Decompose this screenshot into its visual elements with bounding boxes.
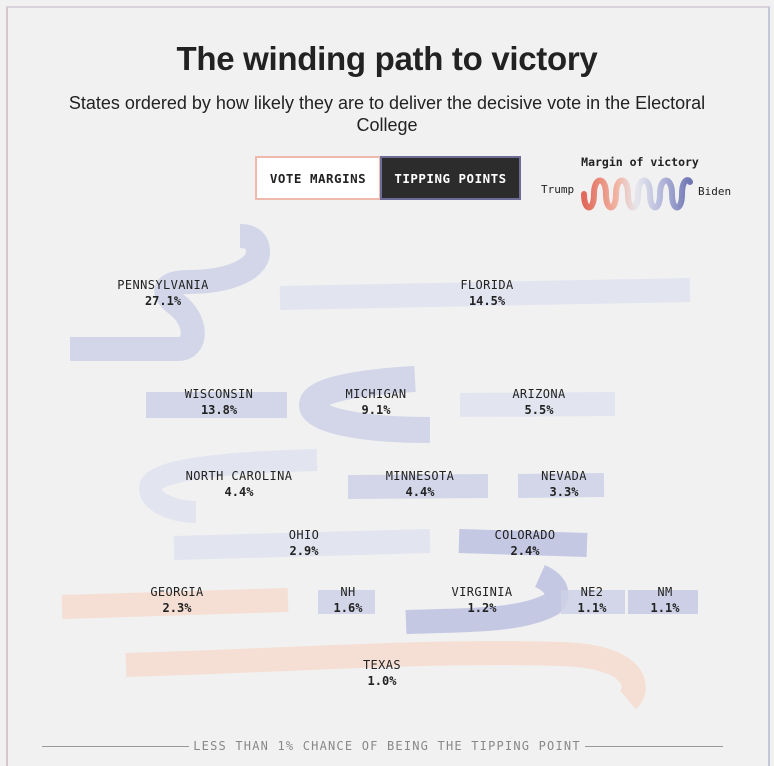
state-value-georgia: 2.3% xyxy=(163,601,193,615)
state-name-georgia: GEORGIA xyxy=(150,585,204,599)
state-name-nevada: NEVADA xyxy=(541,469,587,483)
legend-trump-label: Trump xyxy=(541,183,575,196)
ribbon-arizona[interactable] xyxy=(459,392,616,417)
state-name-colorado: COLORADO xyxy=(495,528,556,542)
state-value-wisconsin: 13.8% xyxy=(201,403,238,417)
state-value-nevada: 3.3% xyxy=(550,485,580,499)
ribbon-virginia[interactable] xyxy=(405,565,569,634)
chart-title: The winding path to victory xyxy=(176,40,598,77)
footer-divider-left xyxy=(42,746,192,747)
legend-title: Margin of victory xyxy=(581,155,699,169)
ribbon-layer xyxy=(61,224,698,710)
state-name-nh: NH xyxy=(340,585,355,599)
chart-subtitle: States ordered by how likely they are to… xyxy=(68,93,706,135)
ribbon-nevada[interactable] xyxy=(517,473,605,498)
state-name-ohio: OHIO xyxy=(289,528,320,542)
state-value-nh: 1.6% xyxy=(334,601,364,615)
legend-biden-label: Biden xyxy=(698,185,732,198)
ribbon-florida[interactable] xyxy=(279,278,691,310)
footer-divider-right xyxy=(575,746,723,747)
ribbon-texas[interactable] xyxy=(125,641,646,710)
ribbon-michigan[interactable] xyxy=(299,366,431,443)
state-value-arizona: 5.5% xyxy=(525,403,555,417)
label-layer: PENNSYLVANIA 27.1% FLORIDA 14.5% WISCONSIN 13… xyxy=(117,278,680,688)
state-value-virginia: 1.2% xyxy=(468,601,498,615)
state-value-ohio: 2.9% xyxy=(290,544,320,558)
state-name-wisconsin: WISCONSIN xyxy=(185,387,254,401)
state-value-colorado: 2.4% xyxy=(511,544,541,558)
state-value-pennsylvania: 27.1% xyxy=(145,294,182,308)
tipping-point-chart: PENNSYLVANIA 27.1% FLORIDA 14.5% WISCONSIN 13… xyxy=(61,224,698,710)
state-name-virginia: VIRGINIA xyxy=(452,585,513,599)
chart-frame xyxy=(6,6,770,766)
ribbon-minnesota[interactable] xyxy=(347,474,489,499)
state-name-texas: TEXAS xyxy=(363,658,401,672)
ribbon-colorado[interactable] xyxy=(458,529,588,557)
state-value-ne2: 1.1% xyxy=(578,601,608,615)
state-name-michigan: MICHIGAN xyxy=(346,387,407,401)
state-name-nm: NM xyxy=(657,585,672,599)
state-value-florida: 14.5% xyxy=(469,294,506,308)
state-value-north-carolina: 4.4% xyxy=(225,485,255,499)
footer-note: LESS THAN 1% CHANCE OF BEING THE TIPPING… xyxy=(0,739,774,753)
state-name-ne2: NE2 xyxy=(581,585,604,599)
state-name-florida: FLORIDA xyxy=(460,278,514,292)
ribbon-ohio[interactable] xyxy=(173,529,431,560)
legend-wave-icon xyxy=(581,177,693,211)
state-value-nm: 1.1% xyxy=(651,601,681,615)
state-value-minnesota: 4.4% xyxy=(406,485,436,499)
footer-note-text: LESS THAN 1% CHANCE OF BEING THE TIPPING… xyxy=(189,739,585,753)
ribbon-georgia[interactable] xyxy=(61,588,289,619)
tipping-points-button[interactable]: TIPPING POINTS xyxy=(380,156,521,200)
state-name-pennsylvania: PENNSYLVANIA xyxy=(117,278,209,292)
state-name-north-carolina: NORTH CAROLINA xyxy=(186,469,293,483)
ribbon-pennsylvania[interactable] xyxy=(70,224,270,361)
ribbon-north-carolina[interactable] xyxy=(139,449,318,523)
vote-margins-button[interactable]: VOTE MARGINS xyxy=(255,156,381,200)
state-value-texas: 1.0% xyxy=(368,674,398,688)
state-name-arizona: ARIZONA xyxy=(512,387,566,401)
state-name-minnesota: MINNESOTA xyxy=(386,469,455,483)
state-value-michigan: 9.1% xyxy=(362,403,392,417)
